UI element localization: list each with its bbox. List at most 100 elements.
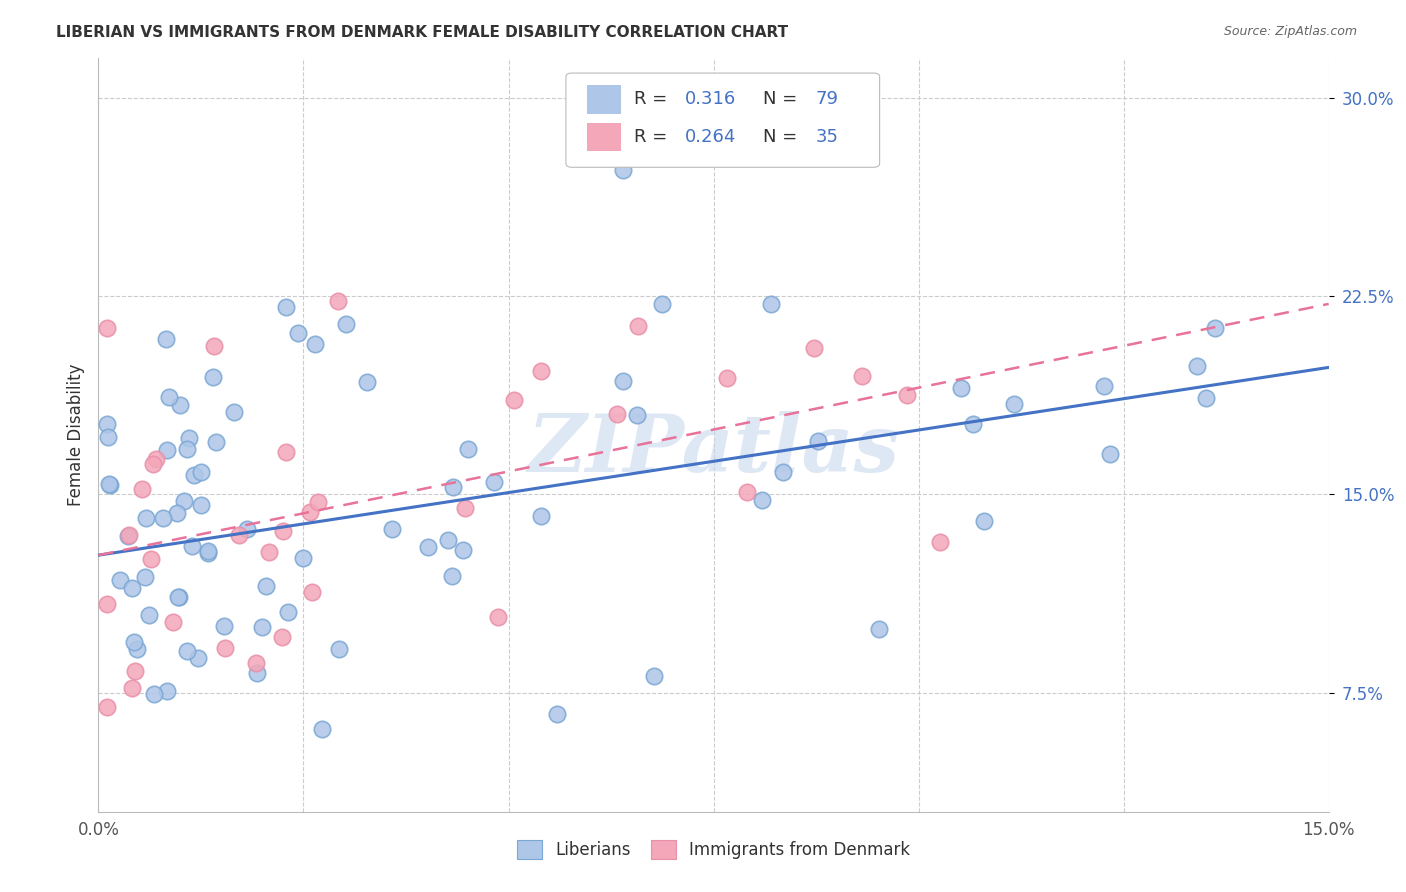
Point: [169, 398, 191, 412]
Point: [772, 465, 794, 479]
Point: [176, 644, 198, 658]
Point: [145, 452, 167, 467]
Point: [277, 605, 299, 619]
Point: [96, 700, 118, 714]
Point: [98, 478, 121, 492]
Text: R =: R =: [634, 128, 672, 146]
Point: [274, 445, 297, 459]
Point: [202, 339, 225, 353]
FancyBboxPatch shape: [565, 73, 880, 168]
Point: [250, 620, 273, 634]
Point: [108, 573, 131, 587]
Point: [486, 610, 509, 624]
Point: [179, 431, 201, 445]
Point: [96, 597, 118, 611]
Point: [441, 569, 464, 583]
Point: [176, 442, 198, 457]
Point: [328, 642, 350, 657]
Point: [335, 317, 357, 331]
Point: [301, 585, 323, 599]
Point: [257, 545, 280, 559]
Point: [187, 651, 209, 665]
Point: [228, 527, 250, 541]
Text: N =: N =: [763, 128, 803, 146]
Text: 0.316: 0.316: [685, 90, 737, 109]
Point: [643, 669, 665, 683]
Point: [1098, 446, 1121, 460]
Text: N =: N =: [763, 90, 803, 109]
Point: [96, 321, 118, 335]
Point: [204, 435, 226, 450]
Point: [751, 493, 773, 508]
Text: 79: 79: [815, 90, 838, 109]
Point: [502, 392, 524, 407]
Point: [381, 522, 404, 536]
Point: [612, 162, 634, 177]
Point: [197, 544, 219, 558]
Point: [98, 477, 121, 491]
Point: [973, 514, 995, 528]
Point: [612, 374, 634, 388]
Point: [454, 500, 477, 515]
Point: [143, 687, 166, 701]
Point: [139, 552, 162, 566]
Point: [735, 484, 758, 499]
Point: [156, 443, 179, 458]
Point: [627, 318, 650, 333]
Point: [311, 722, 333, 736]
Point: [530, 364, 553, 378]
Point: [457, 442, 479, 457]
Point: [759, 297, 782, 311]
Point: [166, 507, 188, 521]
Point: [236, 522, 259, 536]
Point: [437, 533, 460, 548]
Point: [152, 511, 174, 525]
Point: [1195, 391, 1218, 405]
Point: [166, 590, 188, 604]
Point: [326, 293, 349, 308]
Point: [157, 390, 180, 404]
Point: [118, 528, 141, 542]
Point: [121, 681, 143, 696]
Point: [138, 607, 160, 622]
Point: [245, 665, 267, 680]
Point: [416, 540, 439, 554]
Point: [155, 332, 177, 346]
Point: [304, 337, 326, 351]
FancyBboxPatch shape: [586, 123, 621, 152]
Point: [222, 405, 245, 419]
Point: [356, 375, 378, 389]
Point: [190, 498, 212, 512]
Point: [162, 615, 184, 629]
Point: [142, 458, 165, 472]
Text: 0.264: 0.264: [685, 128, 737, 146]
Point: [169, 591, 191, 605]
Point: [183, 467, 205, 482]
Point: [292, 551, 315, 566]
Point: [803, 342, 825, 356]
Point: [851, 368, 873, 383]
Point: [131, 482, 153, 496]
Text: LIBERIAN VS IMMIGRANTS FROM DENMARK FEMALE DISABILITY CORRELATION CHART: LIBERIAN VS IMMIGRANTS FROM DENMARK FEMA…: [56, 25, 789, 40]
Point: [273, 524, 295, 539]
Point: [180, 539, 202, 553]
Point: [962, 417, 984, 431]
Point: [451, 542, 474, 557]
Point: [190, 465, 212, 479]
Point: [271, 630, 294, 644]
Point: [156, 683, 179, 698]
Point: [626, 408, 648, 422]
Point: [287, 326, 309, 340]
Point: [197, 546, 219, 560]
Point: [274, 300, 297, 314]
Point: [530, 509, 553, 524]
Point: [121, 581, 143, 595]
Point: [307, 495, 329, 509]
Point: [1092, 379, 1115, 393]
Point: [949, 381, 972, 395]
Point: [896, 387, 918, 401]
FancyBboxPatch shape: [586, 85, 621, 114]
Point: [606, 407, 628, 421]
Point: [546, 706, 568, 721]
Point: [1002, 397, 1025, 411]
